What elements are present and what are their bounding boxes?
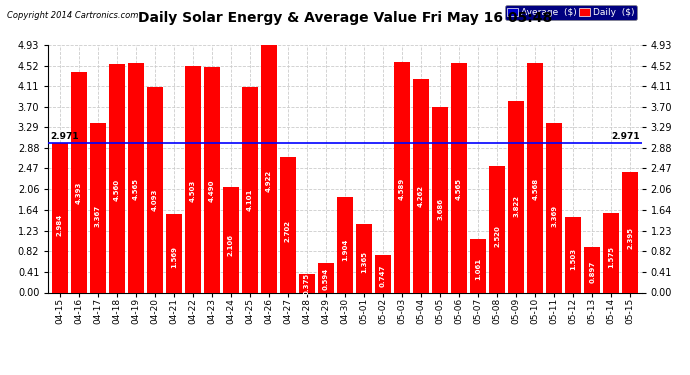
Bar xyxy=(375,255,391,292)
Bar xyxy=(128,63,144,292)
Bar xyxy=(299,274,315,292)
Text: 2.395: 2.395 xyxy=(627,227,633,249)
Bar xyxy=(413,78,429,292)
Text: 4.565: 4.565 xyxy=(132,178,139,200)
Bar xyxy=(546,123,562,292)
Text: 1.061: 1.061 xyxy=(475,258,481,280)
Text: 0.375: 0.375 xyxy=(304,273,310,295)
Bar xyxy=(508,100,524,292)
Bar xyxy=(470,239,486,292)
Bar xyxy=(241,87,258,292)
Text: 3.369: 3.369 xyxy=(551,206,558,228)
Text: 1.569: 1.569 xyxy=(171,246,177,268)
Text: 4.262: 4.262 xyxy=(418,185,424,207)
Bar xyxy=(280,157,296,292)
Text: 0.747: 0.747 xyxy=(380,264,386,287)
Bar xyxy=(603,213,620,292)
Text: Daily Solar Energy & Average Value Fri May 16 05:48: Daily Solar Energy & Average Value Fri M… xyxy=(138,11,552,25)
Text: 1.365: 1.365 xyxy=(361,251,367,273)
Text: 2.702: 2.702 xyxy=(285,220,291,243)
Bar xyxy=(204,67,220,292)
Text: 4.393: 4.393 xyxy=(76,182,81,204)
Text: 1.503: 1.503 xyxy=(570,248,576,270)
Text: 1.904: 1.904 xyxy=(342,238,348,261)
Legend: Average  ($), Daily  ($): Average ($), Daily ($) xyxy=(504,5,637,20)
Text: 3.822: 3.822 xyxy=(513,195,519,217)
Bar xyxy=(185,66,201,292)
Bar xyxy=(147,87,163,292)
Text: 0.897: 0.897 xyxy=(589,261,595,284)
Bar xyxy=(318,262,334,292)
Bar xyxy=(356,224,372,292)
Text: 2.971: 2.971 xyxy=(611,132,640,141)
Text: 3.367: 3.367 xyxy=(95,206,101,228)
Text: 4.565: 4.565 xyxy=(456,178,462,200)
Text: 2.971: 2.971 xyxy=(50,132,79,141)
Bar xyxy=(584,248,600,292)
Bar xyxy=(451,63,467,292)
Bar xyxy=(489,166,505,292)
Bar xyxy=(52,143,68,292)
Text: Copyright 2014 Cartronics.com: Copyright 2014 Cartronics.com xyxy=(7,11,138,20)
Bar xyxy=(527,63,543,292)
Text: 2.106: 2.106 xyxy=(228,234,234,256)
Text: 0.594: 0.594 xyxy=(323,268,329,290)
Text: 3.686: 3.686 xyxy=(437,198,443,220)
Bar xyxy=(90,123,106,292)
Bar xyxy=(394,62,410,292)
Bar xyxy=(432,108,448,292)
Text: 4.503: 4.503 xyxy=(190,180,196,202)
Bar xyxy=(565,217,581,292)
Text: 4.922: 4.922 xyxy=(266,170,272,192)
Text: 4.490: 4.490 xyxy=(209,180,215,203)
Bar xyxy=(622,172,638,292)
Text: 2.984: 2.984 xyxy=(57,214,63,236)
Text: 1.575: 1.575 xyxy=(609,246,614,268)
Bar xyxy=(109,64,125,292)
Text: 4.560: 4.560 xyxy=(114,178,120,201)
Bar xyxy=(261,45,277,292)
Text: 4.093: 4.093 xyxy=(152,189,158,211)
Bar xyxy=(70,72,87,292)
Bar xyxy=(166,214,182,292)
Text: 4.568: 4.568 xyxy=(532,178,538,200)
Text: 4.101: 4.101 xyxy=(247,189,253,211)
Text: 2.520: 2.520 xyxy=(494,225,500,246)
Bar xyxy=(223,187,239,292)
Bar xyxy=(337,197,353,292)
Text: 4.589: 4.589 xyxy=(399,178,405,200)
